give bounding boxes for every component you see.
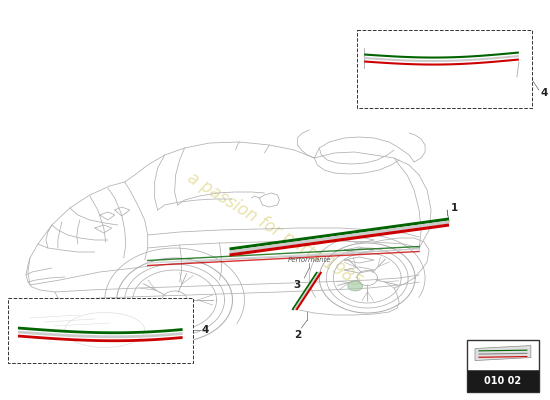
FancyBboxPatch shape [8,298,192,363]
Bar [467,370,539,392]
Text: 010 02: 010 02 [485,376,521,386]
Text: 4: 4 [201,325,209,335]
Text: a passion for parts 1985: a passion for parts 1985 [184,169,365,291]
Text: 1: 1 [451,203,458,213]
Ellipse shape [348,281,362,291]
Polygon shape [475,346,531,360]
Text: 4: 4 [541,88,548,98]
FancyBboxPatch shape [358,30,532,108]
Text: Performante: Performante [288,257,331,263]
Text: 3: 3 [294,280,301,290]
Ellipse shape [151,306,169,318]
Bar [467,340,539,392]
Text: 2: 2 [294,330,301,340]
